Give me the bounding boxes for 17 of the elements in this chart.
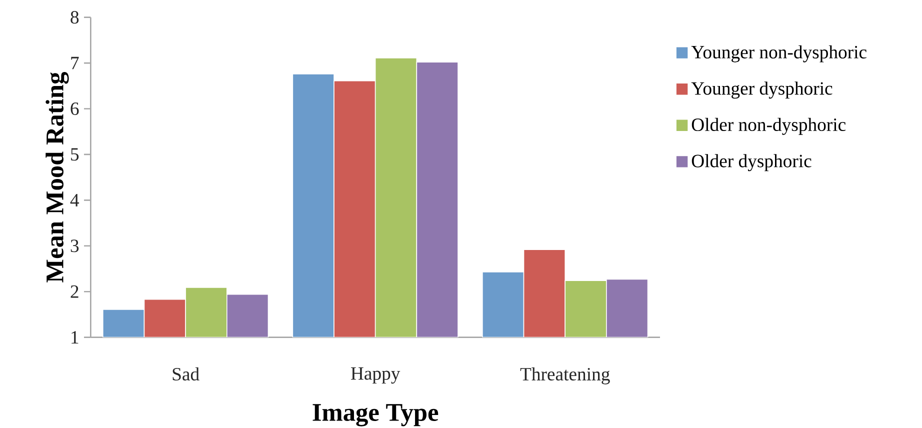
- y-tick-label: 1: [72, 331, 78, 344]
- y-tick-label: 5: [71, 148, 79, 161]
- legend-label: Younger dysphoric: [691, 82, 832, 99]
- legend-label: Older dysphoric: [692, 154, 812, 172]
- legend-label: Older non-dysphoric: [692, 118, 846, 135]
- y-tick-label: 3: [70, 240, 79, 252]
- y-tick-label: 2: [70, 285, 78, 298]
- x-axis-title: Image Type: [312, 404, 438, 426]
- y-axis-title: Mean Mood Rating: [46, 72, 69, 282]
- x-tick-label: Happy: [351, 367, 400, 384]
- y-tick-label: 7: [71, 56, 79, 70]
- x-tick-label: Threatening: [520, 367, 610, 384]
- y-tick-label: 8: [70, 11, 79, 24]
- legend-label: Younger non-dysphoric: [691, 45, 866, 62]
- x-tick-label: Sad: [172, 367, 200, 381]
- y-tick-label: 6: [70, 102, 79, 116]
- y-tick-label: 4: [70, 194, 80, 206]
